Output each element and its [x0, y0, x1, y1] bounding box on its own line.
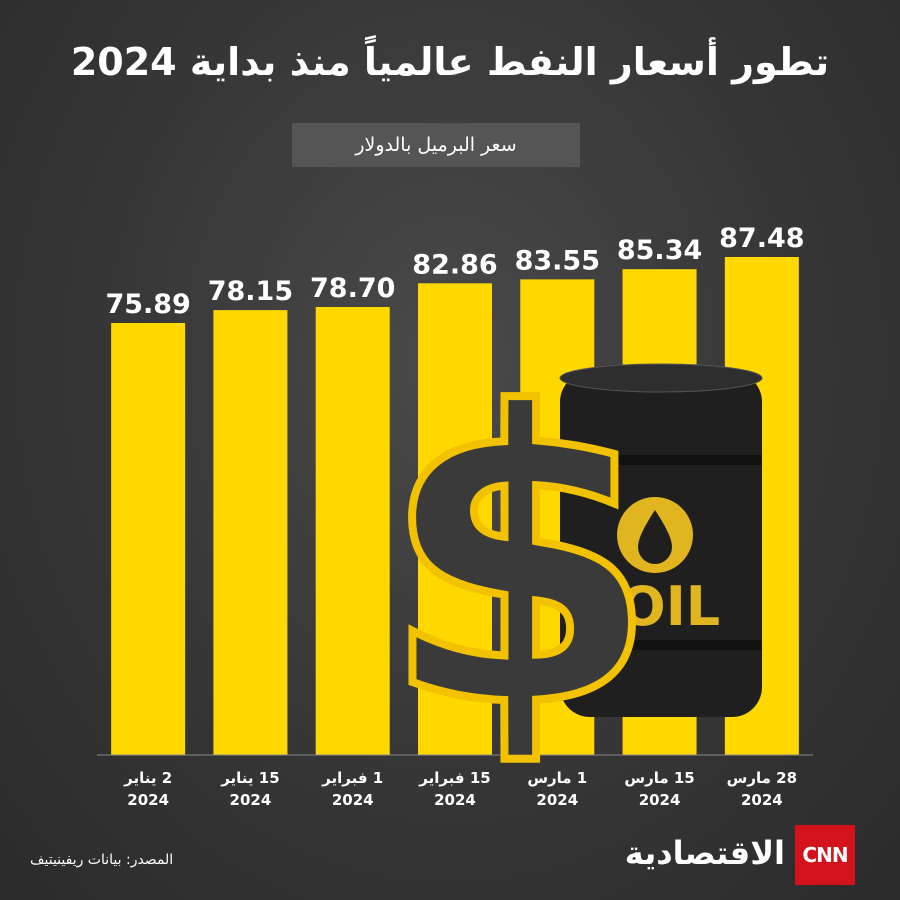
- x-tick-label: 15 يناير 2024: [221, 769, 280, 809]
- x-tick-label: 15 فبراير 2024: [419, 769, 491, 809]
- bar: [418, 283, 492, 755]
- value-label: 75.89: [105, 289, 190, 320]
- bar: [213, 310, 288, 755]
- chart-subtitle: سعر البرميل بالدولار: [292, 123, 580, 167]
- value-label: 85.34: [617, 235, 702, 266]
- x-tick-label: 1 مارس 2024: [527, 769, 588, 809]
- x-tick-label: 28 مارس 2024: [726, 769, 798, 809]
- oil-barrel-illustration: OIL$: [377, 326, 763, 799]
- value-label: 83.55: [515, 245, 600, 276]
- dollar-sign: $: [381, 330, 659, 795]
- source-note: المصدر: بيانات ريفينيتيف: [30, 852, 174, 868]
- value-label: 82.86: [412, 249, 497, 280]
- x-tick-label: 2 يناير 2024: [124, 769, 173, 809]
- chart-title: تطور أسعار النفط عالمياً منذ بداية 2024: [70, 40, 830, 84]
- barrel-rib: [560, 640, 762, 650]
- oil-drop: [638, 510, 672, 564]
- bar: [111, 322, 186, 755]
- barrel-top: [559, 363, 763, 393]
- logo: CNN: [795, 825, 855, 885]
- bar: [315, 306, 390, 755]
- barrel-rib: [560, 455, 762, 465]
- x-tick-label: 1 فبراير 2024: [322, 769, 384, 809]
- value-label: 78.15: [208, 276, 293, 307]
- value-label: 78.70: [310, 273, 395, 304]
- value-label: 87.48: [719, 223, 804, 254]
- x-tick-label: 15 مارس 2024: [624, 769, 695, 809]
- barrel-label: OIL: [620, 575, 720, 638]
- brand-name: الاقتصادية: [624, 834, 785, 872]
